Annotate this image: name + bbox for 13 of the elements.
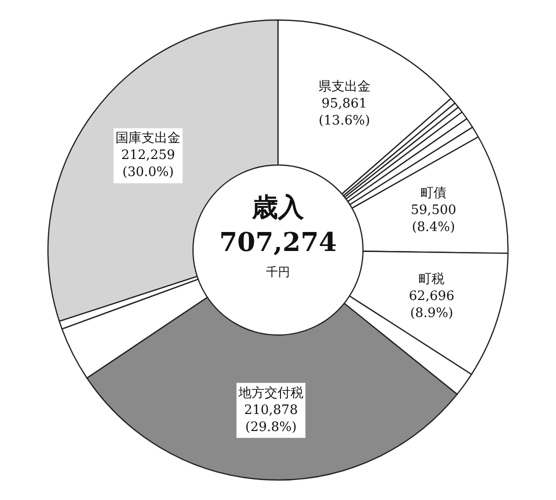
slice-label: 町税 [418,272,445,287]
slice-label: 地方交付税 [237,384,304,401]
data-label: 62,696 (8.9%) [408,288,454,321]
data-label: 95,861 (13.6%) [318,96,370,128]
slice-label: 県支出金 [318,79,370,94]
data-label: 59,500 (8.4%) [410,202,456,235]
text: 歳入 [251,193,305,223]
data-label: 210,878 (29.8%) [244,402,298,435]
data-label: 212,259 (30.0%) [121,148,176,180]
slice-label: 国庫支出金 [116,130,181,146]
slice-label: 町債 [420,186,447,201]
text: 千円 [266,265,290,279]
text: 707,274 [219,228,337,258]
